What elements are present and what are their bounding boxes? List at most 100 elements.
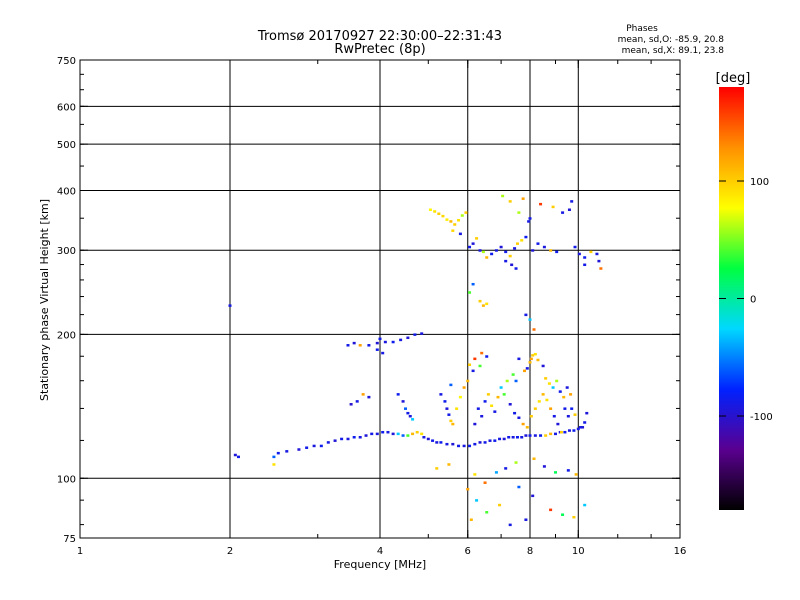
data-point: [583, 503, 587, 507]
data-point: [358, 435, 362, 439]
data-point: [383, 340, 387, 344]
data-point: [553, 432, 557, 436]
data-point: [478, 249, 482, 252]
x-axis: 1 2 4 6 8 10 16: [77, 60, 687, 557]
data-point: [447, 413, 451, 416]
data-point: [457, 219, 461, 222]
data-point: [556, 422, 560, 426]
data-point: [333, 439, 337, 442]
data-point: [439, 393, 443, 396]
data-point: [415, 430, 419, 434]
data-point: [352, 341, 356, 345]
data-point: [476, 407, 480, 410]
data-point: [403, 407, 407, 410]
data-point: [496, 395, 500, 399]
y-tick-label: 200: [57, 330, 76, 341]
colorbar: [deg] 100 0 -100: [716, 71, 773, 510]
data-point: [451, 442, 455, 446]
data-point: [451, 422, 455, 426]
data-point: [367, 395, 371, 399]
data-point: [549, 407, 553, 410]
data-point: [549, 249, 553, 252]
data-point: [483, 400, 487, 403]
data-point: [473, 422, 477, 426]
data-point: [595, 252, 599, 256]
data-point: [555, 379, 559, 383]
y-tick-label: 600: [57, 102, 76, 113]
data-point: [524, 235, 528, 239]
data-point: [520, 435, 524, 439]
data-point: [473, 442, 477, 446]
data-point: [471, 282, 475, 286]
data-point: [504, 259, 508, 263]
data-point: [401, 400, 405, 403]
data-point: [570, 407, 574, 410]
y-tick-label: 500: [57, 140, 76, 151]
colorbar-tick-label: -100: [750, 412, 773, 423]
data-point: [520, 239, 524, 242]
data-point: [558, 390, 562, 393]
data-point: [466, 379, 470, 383]
data-point: [511, 435, 515, 439]
data-point: [449, 220, 453, 223]
data-point: [589, 250, 593, 254]
data-point: [525, 426, 529, 429]
colorbar-tick-label: 100: [750, 177, 769, 188]
data-point: [464, 211, 468, 214]
data-point: [485, 511, 489, 514]
data-point: [566, 414, 570, 418]
y-axis-label: Stationary phase Virtual Height [km]: [38, 199, 51, 401]
data-point: [573, 413, 577, 416]
data-point: [478, 364, 482, 368]
data-point: [486, 393, 490, 396]
data-point: [468, 291, 472, 294]
data-point: [517, 485, 521, 489]
data-point: [420, 332, 424, 335]
data-point: [541, 393, 545, 396]
data-point: [437, 212, 441, 216]
data-point: [483, 441, 487, 444]
data-point: [532, 457, 536, 460]
data-point: [378, 337, 382, 341]
y-axis: 75 100 200 300 400 500 600 750: [57, 56, 680, 545]
chart-subtitle: RwPretec (8p): [334, 42, 425, 57]
x-tick-label: 6: [465, 546, 471, 557]
data-point: [480, 351, 484, 355]
data-point: [411, 418, 415, 421]
data-point: [559, 430, 563, 434]
data-point: [449, 383, 453, 387]
data-point: [391, 340, 395, 344]
data-point: [236, 455, 240, 459]
y-tick-label: 100: [57, 474, 76, 485]
data-point: [549, 432, 553, 436]
data-point: [527, 220, 531, 223]
data-point: [578, 426, 582, 429]
data-point: [523, 369, 527, 373]
data-point: [577, 252, 581, 256]
data-point: [493, 410, 497, 413]
data-point: [569, 393, 573, 396]
data-point: [544, 434, 548, 437]
x-tick-label: 1: [77, 546, 83, 557]
data-point: [426, 437, 430, 441]
x-axis-label: Frequency [MHz]: [334, 558, 426, 571]
data-point: [457, 444, 461, 448]
data-point: [563, 430, 567, 434]
data-point: [435, 467, 439, 470]
x-tick-label: 16: [674, 546, 687, 557]
data-point: [469, 518, 473, 521]
data-point: [391, 432, 395, 436]
data-point: [449, 419, 453, 423]
data-point: [447, 463, 451, 466]
data-point: [533, 352, 537, 356]
data-point: [531, 354, 535, 357]
data-point: [466, 487, 470, 491]
data-point: [508, 200, 512, 203]
data-point: [515, 435, 519, 439]
data-point: [445, 407, 449, 410]
data-point: [406, 336, 410, 340]
data-point: [396, 393, 400, 396]
data-point: [272, 455, 276, 459]
data-point: [399, 338, 403, 342]
